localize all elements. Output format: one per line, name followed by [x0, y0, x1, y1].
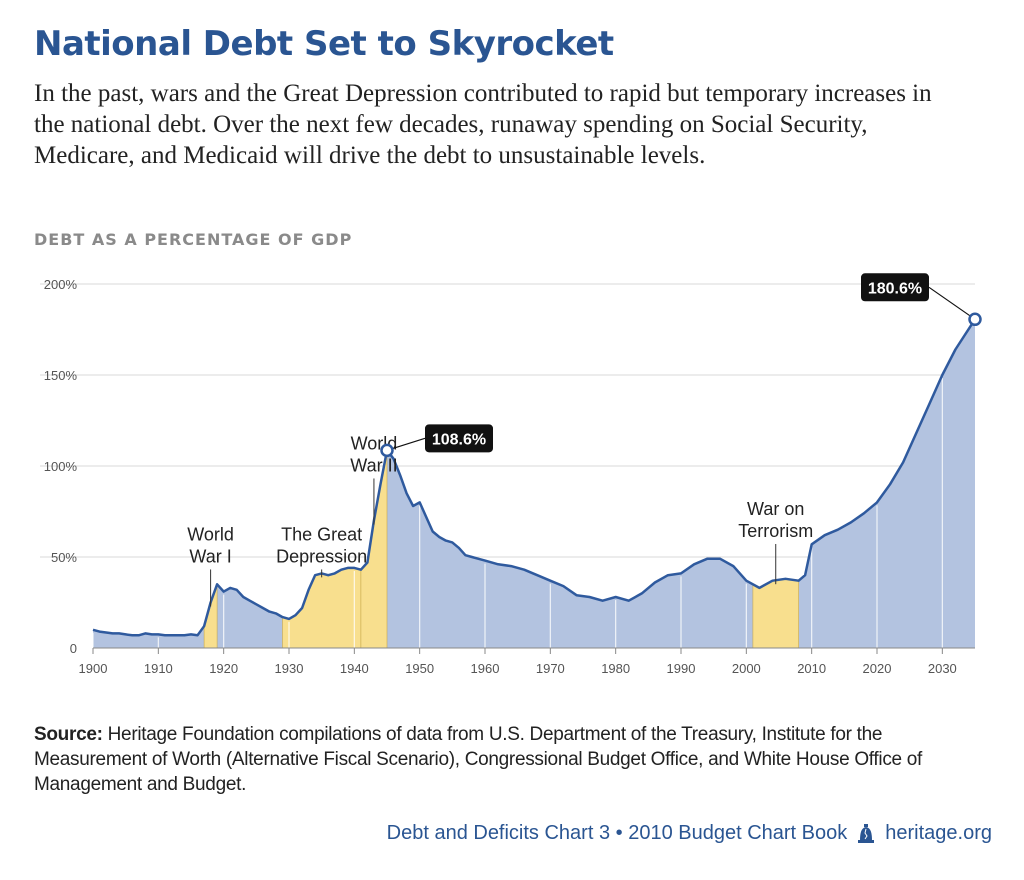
callout-label: 108.6% [432, 431, 486, 448]
y-tick-label: 200% [44, 277, 78, 292]
annotation-label: War II [350, 455, 397, 475]
source-note: Source: Heritage Foundation compilations… [34, 722, 994, 797]
callout-box [861, 273, 929, 302]
liberty-bell-icon [855, 823, 877, 845]
callout-label: 180.6% [868, 280, 922, 297]
annotation-label: World [187, 524, 234, 544]
section-label: DEBT AS A PERCENTAGE OF GDP [34, 230, 353, 249]
x-tick-label: 2000 [732, 661, 761, 676]
y-tick-label: 0 [70, 641, 77, 656]
highlight-region [282, 567, 362, 649]
callout-marker [380, 443, 394, 458]
x-tick-label: 1980 [601, 661, 630, 676]
x-tick-label: 1930 [275, 661, 304, 676]
x-tick-label: 1990 [667, 661, 696, 676]
annotation-label: The Great [281, 524, 362, 544]
chart-subtitle: In the past, wars and the Great Depressi… [34, 80, 932, 169]
annotation-label: War on [747, 499, 804, 519]
annotation-label: Terrorism [738, 521, 813, 541]
debt-area [93, 319, 975, 648]
y-tick-label: 150% [44, 368, 78, 383]
debt-line [92, 318, 977, 637]
chart-title: National Debt Set to Skyrocket [34, 24, 614, 64]
x-tick-label: 2030 [928, 661, 957, 676]
y-tick-label: 100% [44, 459, 78, 474]
highlight-region [752, 578, 799, 649]
annotation-label: Depression [276, 546, 367, 566]
x-tick-label: 1940 [340, 661, 369, 676]
x-tick-label: 1910 [144, 661, 173, 676]
x-tick-label: 2010 [797, 661, 826, 676]
annotation-label: War I [189, 546, 231, 566]
y-tick-label: 50% [51, 550, 77, 565]
footer-text: Debt and Deficits Chart 3 • 2010 Budget … [386, 822, 848, 844]
x-tick-label: 1900 [79, 661, 108, 676]
x-tick-label: 1950 [405, 661, 434, 676]
x-tick-label: 1970 [536, 661, 565, 676]
callout-leader [928, 286, 976, 320]
x-tick-label: 2020 [863, 661, 892, 676]
footer: Debt and Deficits Chart 3 • 2010 Budget … [387, 822, 992, 845]
x-tick-label: 1960 [471, 661, 500, 676]
source-label: Source: [34, 724, 103, 745]
callout-box [425, 424, 493, 453]
debt-area-chart: 0 50% 100% 150% 200% 1900 1910 1920 1930 1940 1950… [40, 273, 982, 676]
x-tick-label: 1920 [209, 661, 238, 676]
source-text: Heritage Foundation compilations of data… [34, 724, 923, 795]
callout-marker [968, 312, 982, 327]
footer-site[interactable]: heritage.org [885, 822, 992, 844]
